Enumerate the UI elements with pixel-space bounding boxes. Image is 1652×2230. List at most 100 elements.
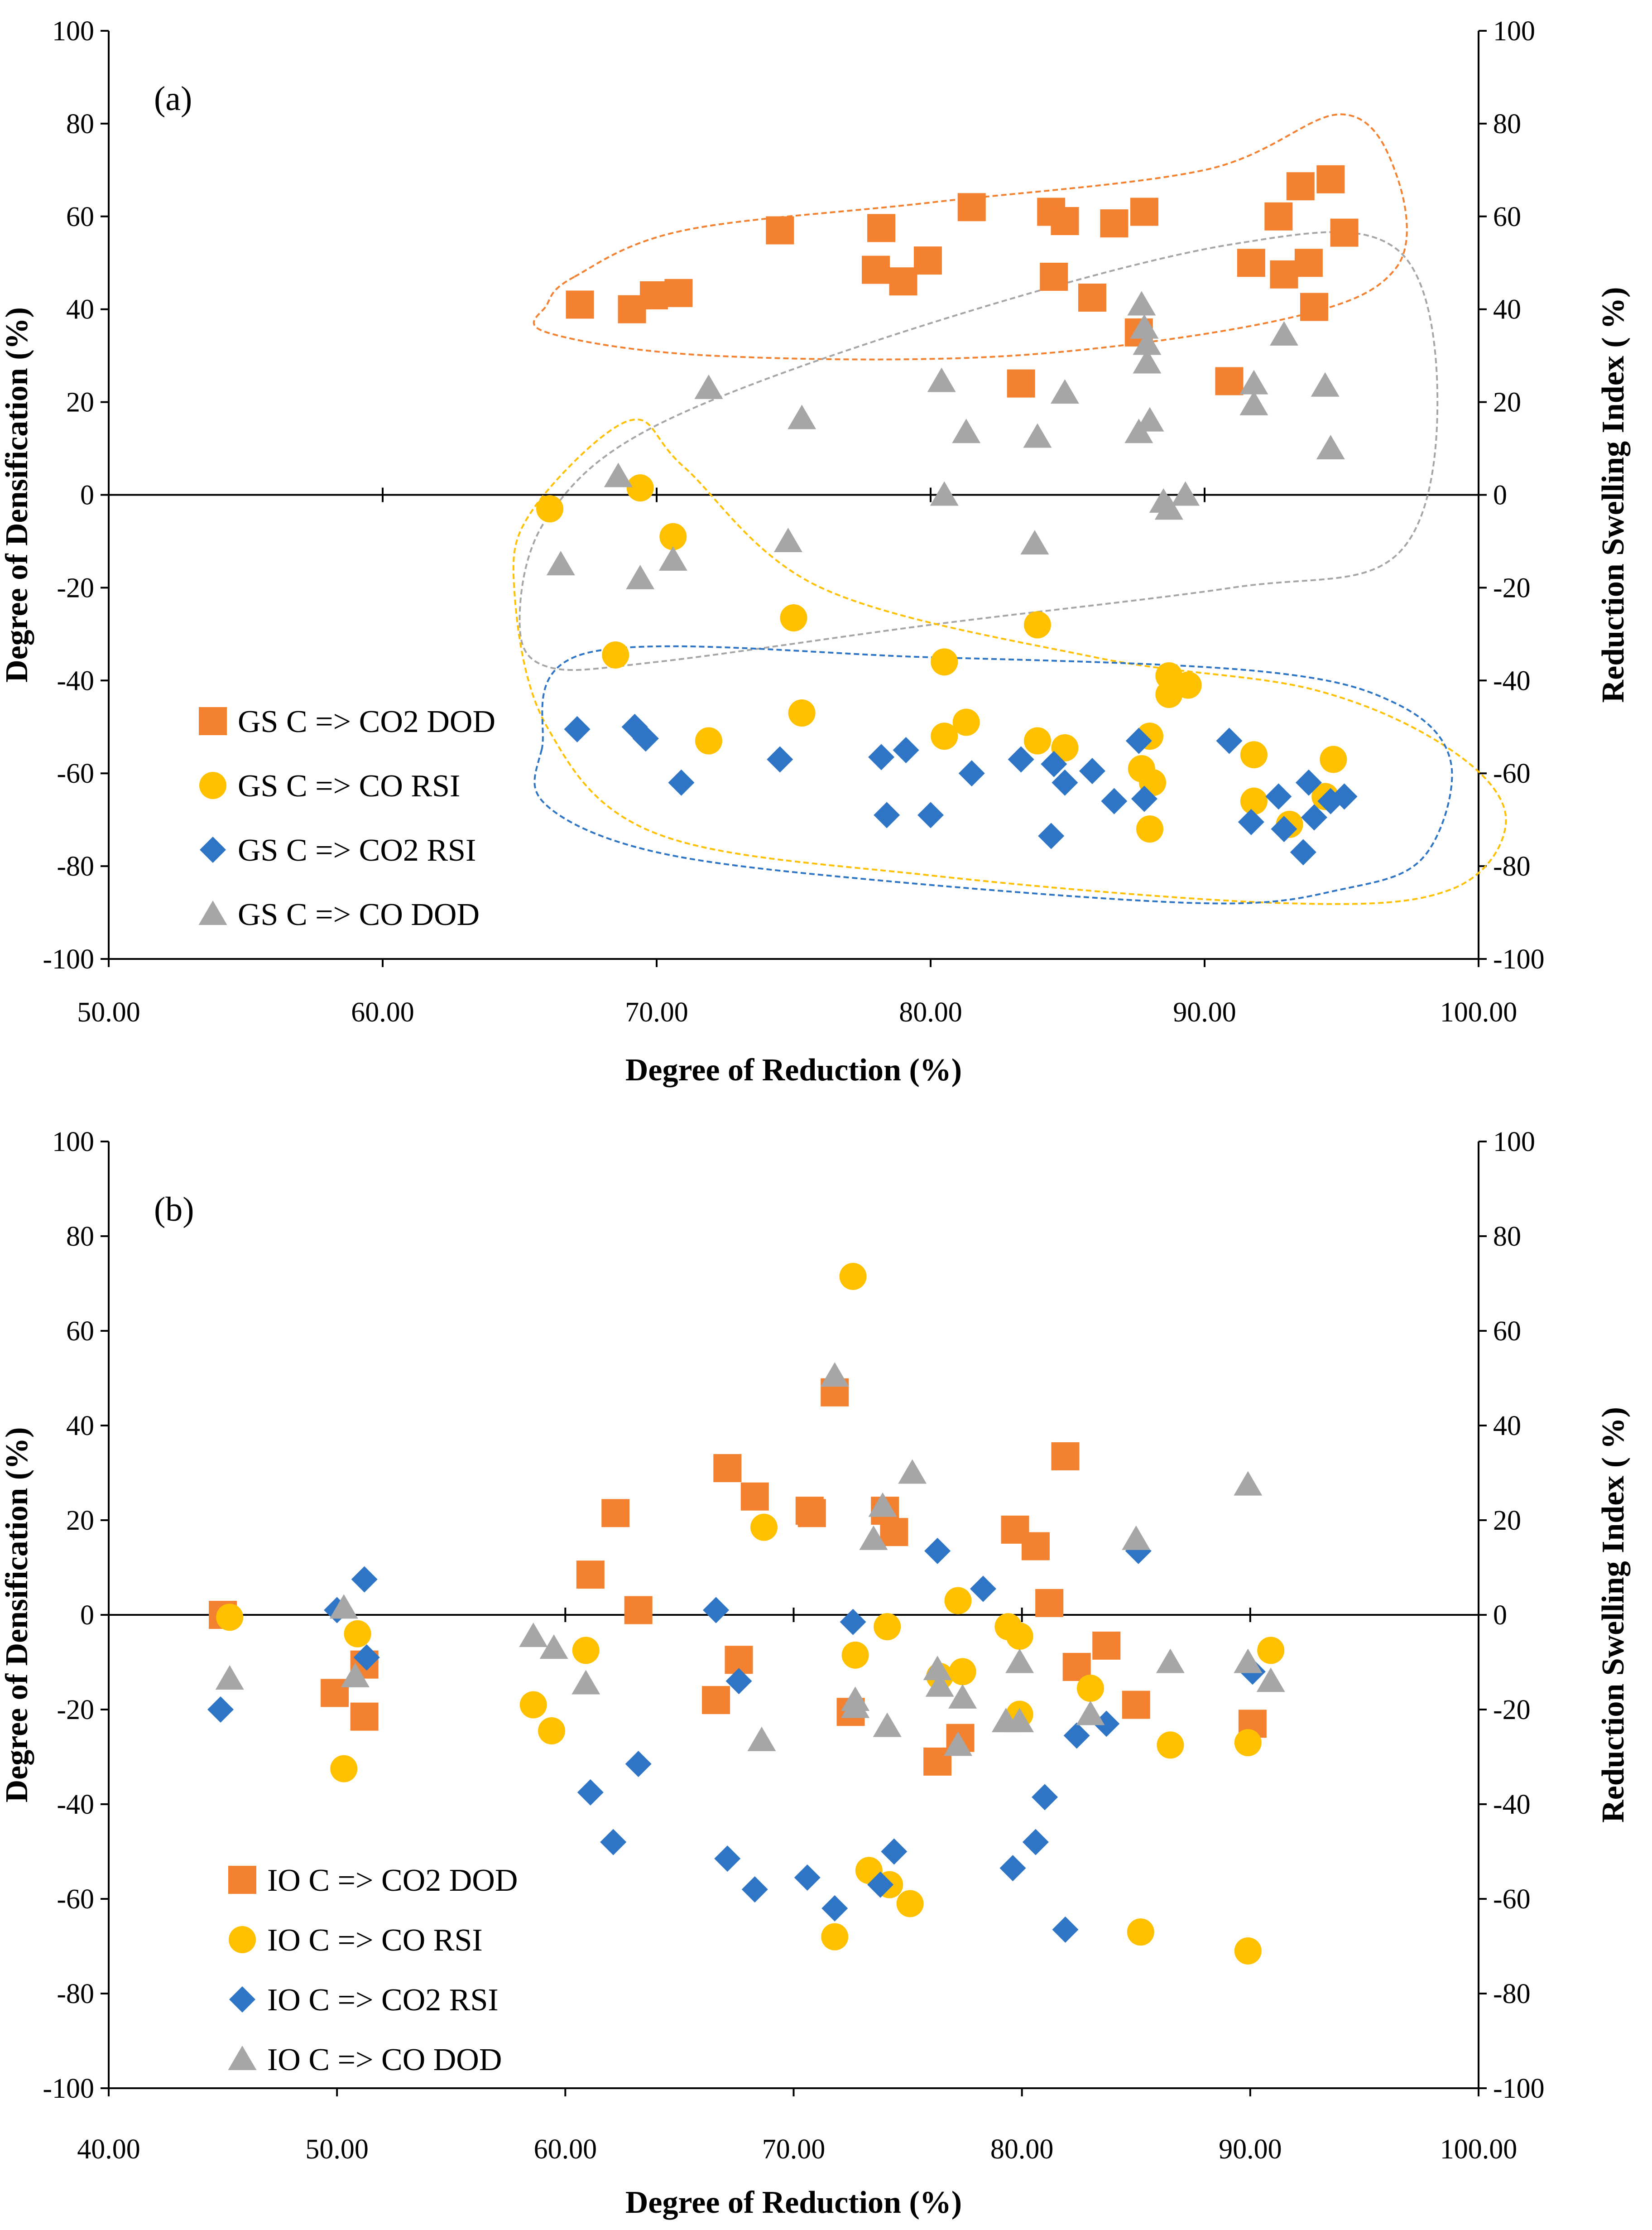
panel-b-y-tick-label: 40 — [66, 1411, 94, 1441]
panel-a-point-diamond — [893, 737, 919, 763]
panel-a-y2-tick-label: 80 — [1493, 109, 1521, 140]
panel-a-point-circle — [952, 708, 980, 736]
panel-a-point-triangle — [1154, 495, 1183, 520]
panel-b-legend-label: IO C => CO2 DOD — [267, 1863, 518, 1898]
panel-a-point-diamond — [1052, 769, 1078, 796]
panel-a-group-outline — [519, 231, 1439, 671]
panel-a-y2-tick-label: 20 — [1493, 387, 1521, 418]
panel-b-y-tick-label: -40 — [57, 1789, 94, 1820]
panel-a-point-square — [1215, 367, 1244, 395]
panel-b-point-diamond — [999, 1855, 1026, 1882]
panel-b-y-tick-label: 100 — [52, 1127, 94, 1157]
panel-b-legend-marker-circle — [229, 1926, 256, 1953]
panel-b-legend-marker-triangle — [228, 2046, 257, 2070]
panel-b-y2-tick-label: 80 — [1493, 1221, 1521, 1252]
panel-b-x-tick-label: 50.00 — [305, 2134, 369, 2165]
panel-a-point-triangle — [952, 419, 981, 443]
panel-b-y2-tick-label: 0 — [1493, 1600, 1507, 1631]
panel-a-y-tick-label: 60 — [66, 202, 94, 232]
panel-a-point-circle — [931, 722, 958, 750]
panel-a-point-triangle — [1311, 372, 1340, 397]
panel-b-point-square — [880, 1518, 908, 1546]
panel-b-point-triangle — [1234, 1648, 1263, 1673]
panel-b-y2-tick-label: -60 — [1493, 1884, 1531, 1915]
panel-b-point-triangle — [841, 1686, 870, 1711]
panel-b-panel-label: (b) — [154, 1190, 194, 1228]
panel-b-point-square — [624, 1596, 653, 1624]
panel-b-y2-tick-label: -20 — [1493, 1695, 1531, 1725]
panel-a-point-diamond — [632, 725, 659, 752]
panel-b-point-circle — [1257, 1637, 1285, 1664]
panel-b-y2-tick-label: -40 — [1493, 1789, 1531, 1820]
panel-a-point-diamond — [1125, 727, 1152, 754]
panel-b-y-tick-label: -20 — [57, 1695, 94, 1725]
panel-a-y-tick-label: -20 — [57, 573, 94, 603]
panel-a-point-diamond — [1038, 823, 1065, 849]
panel-b-point-diamond — [867, 1871, 894, 1898]
panel-a-point-circle — [602, 641, 629, 669]
panel-b-point-square — [1035, 1589, 1064, 1617]
panel-a-y2-tick-label: 100 — [1493, 16, 1535, 47]
panel-b-point-square — [713, 1454, 742, 1483]
panel-b-y-tick-label: 20 — [66, 1505, 94, 1536]
panel-b-y-tick-label: -100 — [43, 2073, 94, 2104]
panel-a-y-tick-label: -60 — [57, 758, 94, 789]
panel-b-point-triangle — [329, 1594, 358, 1619]
panel-a-y2-axis-title: Reduction Swelling Index ( %) — [1596, 287, 1631, 703]
panel-a-point-diamond — [917, 802, 944, 828]
panel-a-point-square — [664, 279, 693, 307]
panel-b-point-square — [350, 1702, 379, 1731]
panel-a-point-square — [1130, 197, 1158, 226]
panel-a-y-axis-title: Degree of Densification (%) — [0, 307, 34, 683]
panel-a-point-diamond — [1008, 746, 1034, 773]
panel-b-point-diamond — [703, 1597, 730, 1623]
panel-a-x-axis-title: Degree of Reduction (%) — [625, 1053, 962, 1088]
panel-a-point-circle — [1136, 815, 1163, 843]
panel-b-point-triangle — [873, 1712, 902, 1737]
panel-b-point-diamond — [1032, 1784, 1058, 1811]
panel-a-point-triangle — [1239, 390, 1268, 415]
panel-b-point-triangle — [1234, 1471, 1263, 1496]
panel-a-point-square — [1264, 202, 1293, 231]
panel-b-x-axis-title: Degree of Reduction (%) — [625, 2185, 962, 2220]
panel-b-point-triangle — [1005, 1708, 1034, 1733]
panel-b-point-circle — [750, 1513, 778, 1541]
panel-a-point-circle — [780, 604, 807, 631]
panel-b-point-diamond — [881, 1838, 908, 1865]
panel-b-point-diamond — [840, 1609, 866, 1635]
panel-b-chart: 100 100 80 80 60 60 40 40 20 20 0 0 -20 -20 -40 -40 -60 -… — [0, 1127, 1631, 2220]
panel-b-point-triangle — [1156, 1648, 1185, 1673]
panel-a-point-circle — [1320, 746, 1347, 773]
panel-b-x-tick-label: 40.00 — [77, 2134, 140, 2165]
panel-a-legend-label: GS C => CO2 DOD — [238, 704, 495, 739]
panel-b-point-circle — [216, 1604, 244, 1631]
panel-a-point-triangle — [927, 367, 956, 392]
panel-b-y2-tick-label: 100 — [1493, 1127, 1535, 1157]
panel-b-point-triangle — [820, 1362, 849, 1387]
panel-a-point-square — [1040, 262, 1068, 291]
panel-a-point-circle — [931, 648, 958, 676]
panel-a-point-diamond — [958, 760, 985, 787]
panel-a-y-tick-label: 80 — [66, 109, 94, 140]
panel-a-point-diamond — [1101, 788, 1128, 814]
panel-b-legend-marker-square — [228, 1866, 256, 1894]
panel-a-point-triangle — [1133, 330, 1162, 355]
panel-b-point-diamond — [351, 1566, 378, 1593]
panel-a-point-diamond — [564, 716, 591, 742]
panel-a-point-square — [957, 193, 986, 222]
panel-b-y2-tick-label: 20 — [1493, 1505, 1521, 1536]
panel-a-point-triangle — [1239, 370, 1268, 395]
panel-b-point-circle — [1127, 1918, 1154, 1946]
panel-b-point-triangle — [859, 1525, 888, 1550]
panel-a-point-diamond — [1238, 809, 1264, 835]
panel-a-point-triangle — [1316, 435, 1345, 460]
panel-a-y-tick-label: 100 — [52, 16, 94, 47]
panel-b-point-triangle — [1005, 1648, 1034, 1673]
panel-b-point-square — [702, 1686, 730, 1715]
panel-a-group-outline — [533, 645, 1453, 905]
panel-a-point-triangle — [546, 551, 575, 576]
panel-b-legend-label: IO C => CO RSI — [267, 1923, 483, 1958]
panel-b-point-triangle — [898, 1459, 927, 1484]
panel-b-point-circle — [330, 1755, 358, 1782]
